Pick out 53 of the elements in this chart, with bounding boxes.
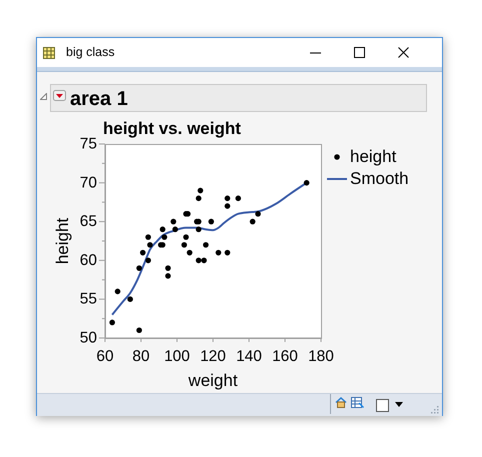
- y-tick-label: 65: [80, 213, 97, 230]
- point: [203, 242, 209, 248]
- x-tick-label: 140: [236, 348, 262, 365]
- point: [165, 273, 171, 279]
- text: big class: [66, 44, 115, 60]
- x-tick-label: 120: [200, 348, 226, 365]
- y-tick-label: 50: [80, 330, 98, 346]
- point: [140, 250, 146, 256]
- point: [196, 226, 202, 232]
- chart-title: height vs. weight: [103, 119, 241, 139]
- y-tick-label: 75: [80, 136, 97, 152]
- point: [196, 196, 202, 202]
- y-tick-label: 55: [80, 290, 97, 308]
- x-tick-label: 180: [308, 348, 334, 365]
- point: [170, 218, 176, 224]
- point: [165, 265, 171, 271]
- point: [136, 327, 142, 334]
- point: [136, 265, 142, 271]
- x-tick-label: 80: [132, 348, 150, 365]
- point: [208, 218, 214, 224]
- point: [235, 196, 241, 202]
- point: [181, 242, 187, 248]
- point: [196, 258, 202, 264]
- point: [224, 196, 230, 202]
- point: [198, 188, 204, 194]
- point: [114, 288, 120, 294]
- x-tick-label: 160: [272, 348, 298, 365]
- point: [162, 234, 168, 240]
- point: [183, 234, 189, 240]
- point: [304, 180, 310, 186]
- text: area 1: [70, 87, 128, 111]
- point: [186, 250, 192, 256]
- point: [216, 250, 222, 256]
- point: [127, 296, 133, 302]
- point: [147, 242, 153, 248]
- point: [172, 226, 178, 232]
- legend-label: Smooth: [350, 169, 409, 189]
- point: [109, 320, 115, 326]
- point: [250, 218, 256, 224]
- point: [145, 258, 151, 264]
- point: [145, 234, 151, 240]
- x-tick-label: 60: [96, 348, 114, 365]
- legend-label: height: [350, 147, 396, 167]
- point: [255, 211, 261, 217]
- x-tick-label: 100: [164, 348, 190, 365]
- point: [201, 258, 207, 264]
- x-axis-title: weight: [187, 371, 239, 391]
- y-axis-title: height: [53, 216, 73, 266]
- point: [224, 250, 230, 256]
- point: [224, 203, 230, 209]
- y-tick-label: 70: [80, 174, 98, 192]
- point: [160, 226, 166, 232]
- y-tick-label: 60: [80, 252, 98, 269]
